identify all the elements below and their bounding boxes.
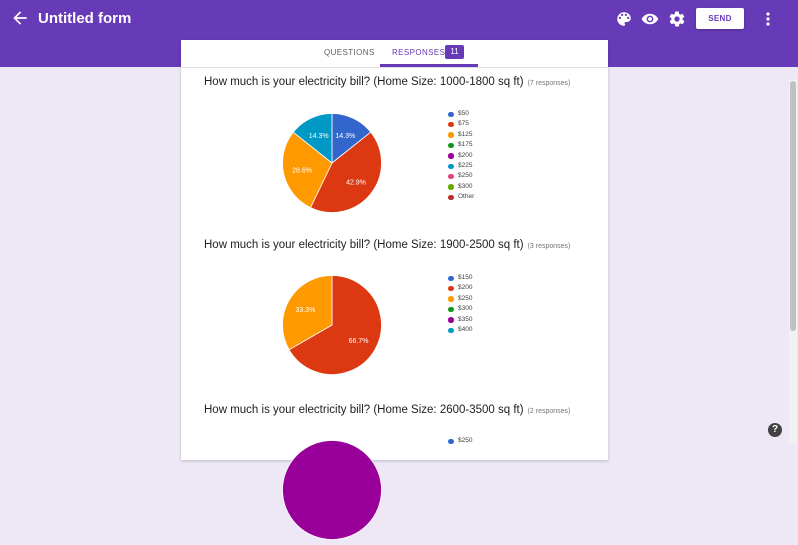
scrollbar-thumb[interactable] xyxy=(790,81,796,331)
legend-label: $200 xyxy=(458,284,473,292)
responses-card: QUESTIONS RESPONSES 11 How much is your … xyxy=(181,40,608,540)
legend-label: $300 xyxy=(458,305,473,313)
legend-label: $250 xyxy=(458,437,473,444)
legend-item: $300 xyxy=(448,304,472,314)
legend-swatch xyxy=(448,327,454,334)
slice-percent-label: 66.7% xyxy=(349,338,369,345)
tab-questions[interactable]: QUESTIONS xyxy=(324,48,375,57)
legend-item: $175 xyxy=(448,140,474,150)
legend-label: $250 xyxy=(458,294,473,302)
legend-label: $200 xyxy=(458,151,473,159)
question-text: How much is your electricity bill? (Home… xyxy=(204,76,524,88)
legend-swatch xyxy=(448,296,454,302)
legend-swatch xyxy=(448,121,454,128)
legend-swatch xyxy=(448,438,454,445)
slice-percent-label: 14.3% xyxy=(335,133,355,140)
legend-item: $400 xyxy=(448,325,472,335)
legend-item: $225 xyxy=(448,161,474,171)
legend-label: $400 xyxy=(458,325,473,333)
legend-item: $300 xyxy=(448,182,474,192)
tab-bar: QUESTIONS RESPONSES 11 xyxy=(181,40,608,68)
slice-percent-label: 28.6% xyxy=(292,167,312,174)
legend-label: Other xyxy=(458,193,475,201)
legend-item: $250 xyxy=(448,171,474,181)
legend-1: $50 $75 $125 $175 $200 $225 $250 $300 Other xyxy=(448,109,474,203)
eye-icon[interactable] xyxy=(641,10,659,28)
legend-swatch xyxy=(448,142,454,149)
question-title-2: How much is your electricity bill? (Home… xyxy=(204,239,570,251)
question-text: How much is your electricity bill? (Home… xyxy=(204,404,524,416)
legend-label: $125 xyxy=(458,130,473,138)
pie-slice[interactable] xyxy=(282,275,333,351)
legend-swatch xyxy=(448,184,454,190)
legend-label: $75 xyxy=(458,120,469,128)
pie-chart-3 xyxy=(282,440,382,540)
legend-2: $150 $200 $250 $300 $350 $400 xyxy=(448,273,472,335)
legend-swatch xyxy=(448,194,454,201)
slice-percent-label: 33.3% xyxy=(296,307,316,314)
legend-swatch xyxy=(448,275,454,282)
legend-item: $200 xyxy=(448,283,472,293)
pie-slice[interactable] xyxy=(288,275,382,375)
palette-icon[interactable] xyxy=(615,10,633,28)
legend-label: $350 xyxy=(458,315,473,323)
responses-count-badge: 11 xyxy=(445,45,464,59)
legend-label: $225 xyxy=(458,161,473,169)
legend-label: $250 xyxy=(458,172,473,180)
legend-label: $50 xyxy=(458,110,469,117)
response-count: (2 responses) xyxy=(527,408,571,415)
question-title-1: How much is your electricity bill? (Home… xyxy=(204,76,570,88)
tab-responses[interactable]: RESPONSES xyxy=(392,48,446,57)
legend-swatch xyxy=(448,173,454,180)
legend-item: $200 xyxy=(448,151,474,161)
pie-slice[interactable] xyxy=(309,131,382,213)
pie-slice[interactable] xyxy=(282,131,333,209)
legend-3: $250 xyxy=(448,436,472,446)
arrow-back-icon[interactable] xyxy=(10,8,30,28)
legend-item: $150 xyxy=(448,273,472,283)
legend-label: $150 xyxy=(458,274,473,281)
legend-swatch xyxy=(448,163,454,170)
slice-percent-label: 42.9% xyxy=(346,180,366,187)
form-title[interactable]: Untitled form xyxy=(38,10,132,27)
pie-slice[interactable] xyxy=(282,440,382,540)
response-count: (7 responses) xyxy=(527,80,571,87)
response-count: (3 responses) xyxy=(527,243,571,250)
legend-item: $250 xyxy=(448,294,472,304)
pie-slice[interactable] xyxy=(292,113,333,164)
legend-swatch xyxy=(448,111,454,118)
legend-swatch xyxy=(448,132,454,138)
legend-label: $300 xyxy=(458,182,473,190)
question-title-3: How much is your electricity bill? (Home… xyxy=(204,404,570,416)
legend-swatch xyxy=(448,306,454,313)
legend-item: $250 xyxy=(448,436,472,446)
pie-chart-2: 66.7% 33.3% xyxy=(282,275,382,375)
help-icon[interactable]: ? xyxy=(768,423,782,437)
legend-swatch xyxy=(448,317,454,323)
legend-item: Other xyxy=(448,192,474,202)
slice-percent-label: 14.3% xyxy=(309,133,329,140)
legend-item: $50 xyxy=(448,109,474,119)
legend-item: $75 xyxy=(448,119,474,129)
active-tab-indicator xyxy=(380,64,478,67)
pie-chart-1: 14.3% 42.9% 28.6% 14.3% xyxy=(282,113,382,213)
question-text: How much is your electricity bill? (Home… xyxy=(204,239,524,251)
legend-item: $350 xyxy=(448,315,472,325)
legend-item: $125 xyxy=(448,130,474,140)
gear-icon[interactable] xyxy=(668,10,686,28)
more-vert-icon[interactable] xyxy=(762,10,774,28)
send-button[interactable]: SEND xyxy=(696,8,744,29)
legend-swatch xyxy=(448,153,454,159)
legend-swatch xyxy=(448,285,454,292)
legend-label: $175 xyxy=(458,141,473,149)
